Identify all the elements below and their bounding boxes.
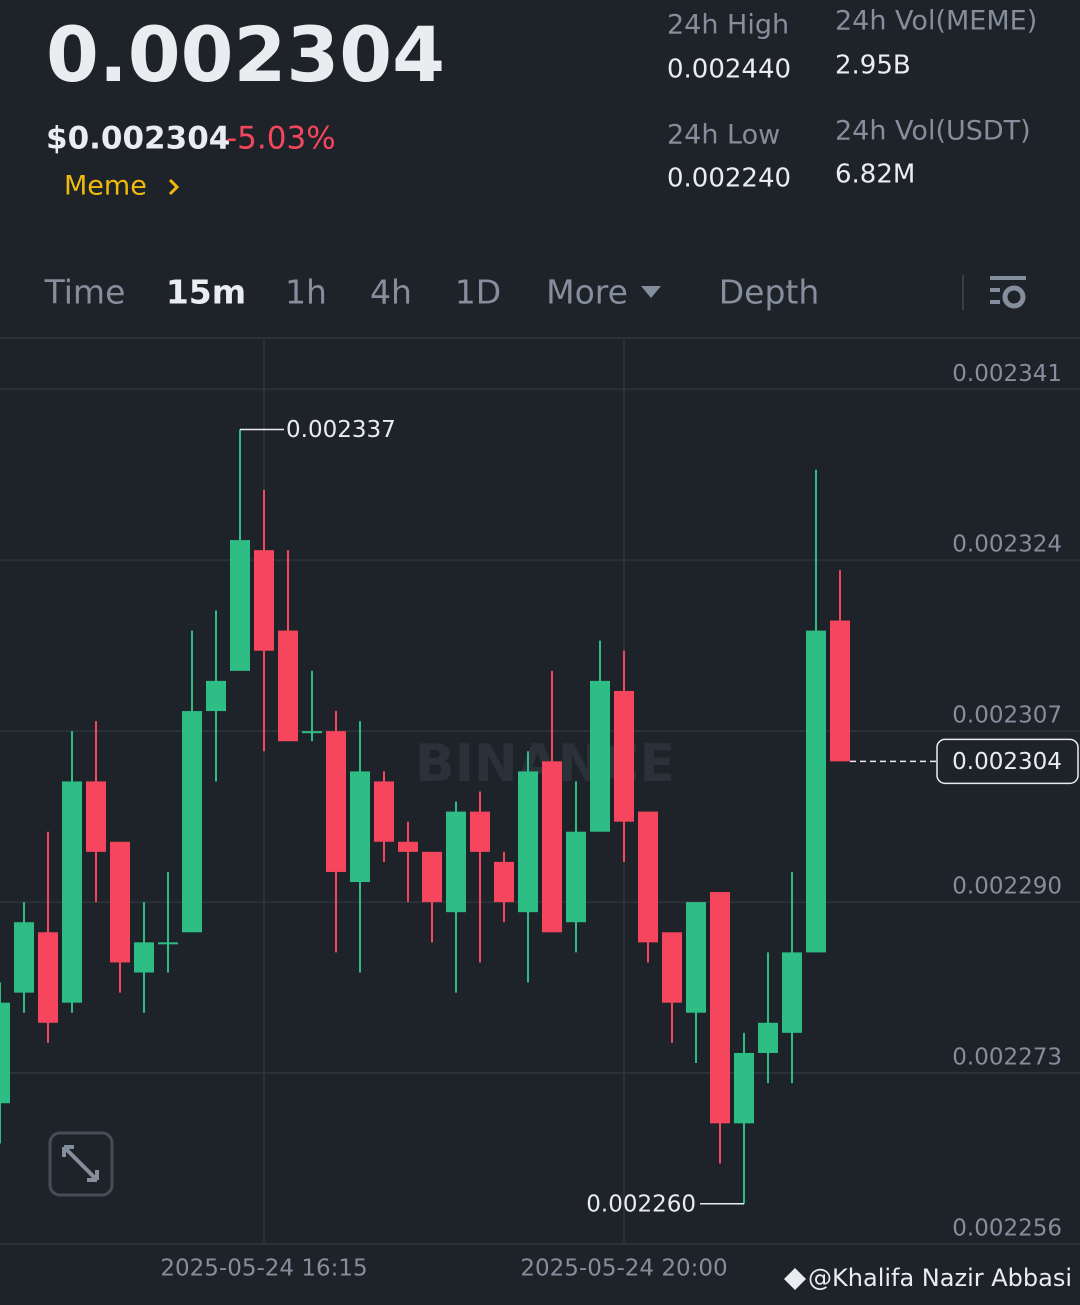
tab[interactable]: Time [44, 273, 126, 312]
candle-body [254, 550, 274, 651]
logo-icon [784, 1268, 806, 1290]
tag-link[interactable]: Meme [64, 171, 180, 202]
expand-icon [62, 1145, 99, 1182]
candle-body [830, 620, 850, 762]
settings-button[interactable] [990, 276, 1026, 309]
tab[interactable]: 4h [370, 273, 412, 312]
candle-body [326, 731, 346, 872]
tab[interactable]: 15m [166, 273, 246, 312]
candle-body [758, 1022, 778, 1053]
candle-body [86, 781, 106, 852]
candle-body [38, 932, 58, 1023]
max-label: 0.002337 [286, 417, 396, 443]
icon-gear [1002, 285, 1026, 309]
y-tick-label: 0.002324 [952, 532, 1062, 558]
candle-body [470, 811, 490, 852]
candle-body [734, 1052, 754, 1124]
expand-button[interactable] [48, 1131, 114, 1197]
candle-body [662, 932, 682, 1003]
candle-body [494, 861, 514, 903]
candle-body [302, 731, 322, 734]
x-tick-label: 2025-05-24 16:15 [160, 1256, 367, 1282]
x-tick-label: 2025-05-24 20:00 [520, 1256, 727, 1282]
tab[interactable]: More [546, 273, 628, 312]
icon-bar [990, 288, 1000, 292]
candle-body [806, 630, 826, 953]
stat-label: 24h Vol(MEME) [835, 6, 1037, 37]
candle-body [110, 841, 130, 963]
icon-bar [990, 300, 1000, 304]
chart: BINANCE0.0023410.0023240.0023070.0022900… [0, 338, 1080, 1282]
icon-bar [990, 276, 1026, 280]
candle-body [62, 781, 82, 1003]
last-price-box [936, 738, 1079, 785]
tabs: Time 15m 1h 4h 1D More Depth [44, 273, 820, 312]
candle-body [398, 841, 418, 852]
candle-body [590, 680, 610, 832]
y-tick-label: 0.002307 [952, 703, 1062, 729]
chevron-icon [168, 178, 180, 196]
candle-body [518, 771, 538, 913]
candle-body [206, 680, 226, 712]
usd-price: $0.002304 [46, 121, 230, 157]
credit: @Khalifa Nazir Abbasi [808, 1264, 1072, 1292]
candle-body [542, 761, 562, 933]
tag[interactable]: Meme [64, 171, 147, 202]
min-label: 0.002260 [586, 1191, 696, 1217]
price-change: -5.03% [226, 121, 336, 157]
candle-body [566, 831, 586, 923]
candle-body [422, 851, 442, 903]
tab[interactable]: 1h [285, 273, 327, 312]
candle-body [182, 711, 202, 933]
stat-label: 24h High [667, 10, 789, 41]
candle-body [446, 811, 466, 913]
stat-value: 0.002240 [667, 164, 791, 194]
y-tick-label: 0.002341 [952, 361, 1062, 387]
last-price-label: 0.002304 [952, 749, 1062, 775]
candle-body [278, 630, 298, 742]
tab[interactable]: 1D [455, 273, 501, 312]
candle-body [230, 540, 250, 671]
y-tick-label: 0.002273 [952, 1045, 1062, 1071]
candle-body [158, 942, 178, 945]
candle-body [134, 942, 154, 973]
candle-body [614, 690, 634, 822]
stat-value: 0.002440 [667, 55, 791, 85]
last-price: 0.002304 [46, 10, 445, 99]
stat-label: 24h Low [667, 120, 780, 151]
stat-value: 2.95B [835, 51, 911, 81]
candle-body [0, 1002, 10, 1104]
button-frame [48, 1131, 114, 1197]
stats: 24h High 0.002440 24h Low 0.002240 24h Vol(M… [667, 6, 1037, 194]
stat-label: 24h Vol(USDT) [835, 116, 1031, 147]
candle-body [350, 771, 370, 883]
candle-body [374, 781, 394, 842]
dropdown-icon [641, 286, 661, 298]
candle-body [710, 892, 730, 1124]
candle-body [638, 811, 658, 943]
candle-body [14, 922, 34, 993]
candle-body [686, 902, 706, 1013]
tab[interactable]: Depth [719, 273, 820, 312]
candle-body [782, 952, 802, 1033]
y-tick-label: 0.002256 [952, 1216, 1062, 1242]
stat-value: 6.82M [835, 160, 915, 190]
y-tick-label: 0.002290 [952, 874, 1062, 900]
